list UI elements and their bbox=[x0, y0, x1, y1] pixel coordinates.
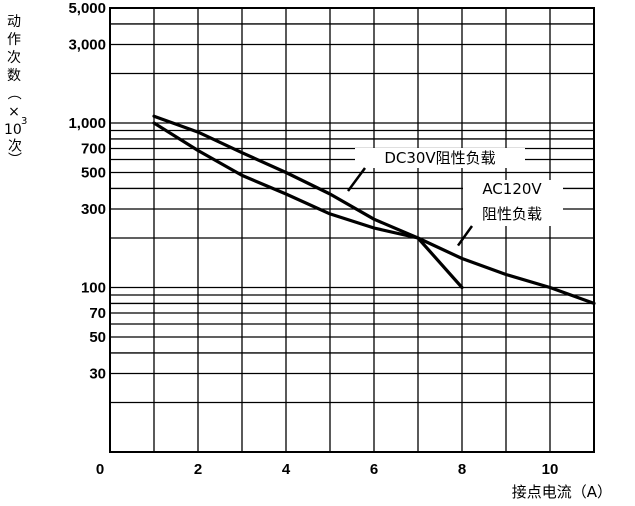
annotation-ac120v-line2: 阻性负载 bbox=[482, 205, 542, 223]
y-tick-label: 1,000 bbox=[68, 115, 106, 132]
annotation-dc30v-text: DC30V阻性负载 bbox=[384, 149, 495, 167]
annotation-dc30v: DC30V阻性负载 bbox=[355, 148, 525, 168]
y-axis-title-unit: 次） bbox=[6, 138, 22, 166]
y-axis-title-exp-base: 10 bbox=[4, 122, 22, 138]
y-tick-label: 3,000 bbox=[68, 36, 106, 53]
y-axis-title-exp-power: 3 bbox=[21, 116, 27, 127]
y-axis-title-char: 次 bbox=[7, 50, 21, 66]
x-tick-label: 10 bbox=[542, 461, 559, 478]
y-axis-title-char: 作 bbox=[7, 32, 21, 48]
series-annotations: DC30V阻性负载 AC120V 阻性负载 bbox=[346, 148, 563, 247]
annotation-bg bbox=[355, 148, 525, 168]
y-tick-label: 30 bbox=[89, 366, 106, 383]
y-tick-label: 50 bbox=[89, 329, 106, 346]
x-tick-labels: 0 2 4 6 8 10 bbox=[96, 461, 559, 478]
series-lines bbox=[152, 114, 596, 305]
annotation-bg bbox=[463, 180, 563, 226]
x-tick-label: 8 bbox=[458, 461, 466, 478]
y-tick-label: 70 bbox=[89, 305, 106, 322]
x-tick-label: 2 bbox=[194, 461, 202, 478]
y-tick-label: 100 bbox=[81, 279, 106, 296]
x-tick-label: 0 bbox=[96, 461, 104, 478]
annotation-ac120v-line1: AC120V bbox=[482, 180, 542, 198]
y-tick-label: 700 bbox=[81, 140, 106, 157]
y-tick-label: 500 bbox=[81, 165, 106, 182]
y-tick-label: 300 bbox=[81, 201, 106, 218]
y-tick-label: 5,000 bbox=[68, 0, 106, 17]
plot-frame bbox=[109, 7, 595, 453]
y-axis-title: 动 作 次 数 （ × 10 3 次） bbox=[4, 14, 27, 166]
series-line-0 bbox=[152, 114, 464, 290]
y-axis-title-char: （ bbox=[5, 86, 21, 100]
x-axis-title: 接点电流（A） bbox=[512, 483, 612, 501]
chart-grid bbox=[110, 8, 594, 452]
x-tick-label: 4 bbox=[282, 461, 291, 478]
y-axis-title-char: 数 bbox=[7, 68, 21, 84]
y-axis-title-char: 动 bbox=[7, 14, 21, 30]
series-line-1 bbox=[152, 121, 596, 305]
x-tick-label: 6 bbox=[370, 461, 378, 478]
annotation-leader-dc30v bbox=[346, 167, 367, 192]
annotation-leader-ac120v bbox=[456, 225, 474, 247]
y-axis-title-char: × bbox=[8, 104, 20, 120]
y-tick-labels: 5,000 3,000 1,000 700 500 300 100 70 50 30 bbox=[68, 0, 106, 383]
